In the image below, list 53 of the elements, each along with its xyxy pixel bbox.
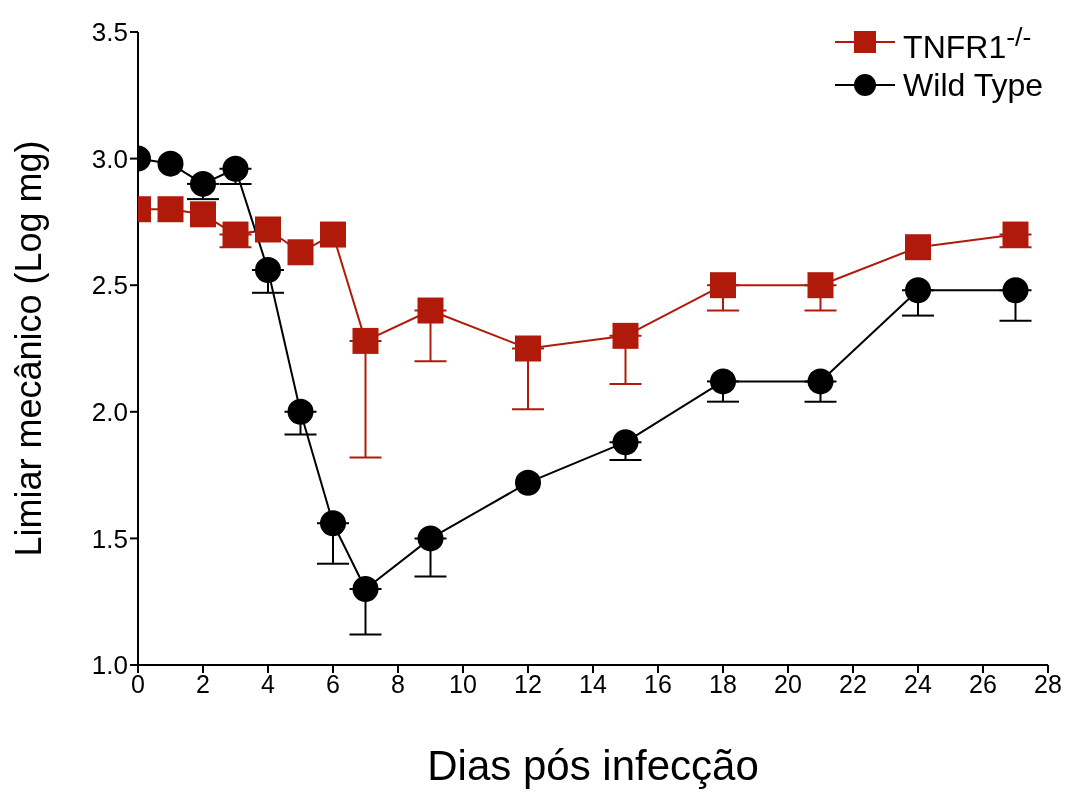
point (710, 368, 736, 395)
point (157, 150, 184, 177)
point (352, 576, 379, 603)
y-tick-label: 2.0 (91, 397, 128, 428)
point (1002, 277, 1029, 304)
x-tick-label: 20 (774, 669, 802, 698)
x-tick-label: 28 (1034, 669, 1062, 698)
x-tick-label: 22 (839, 669, 867, 698)
point (612, 429, 639, 456)
point (807, 368, 834, 395)
y-tick-label: 3.5 (91, 17, 128, 48)
point (287, 239, 314, 266)
x-tick-label: 18 (709, 669, 737, 698)
point (255, 257, 281, 284)
point (807, 272, 834, 299)
x-tick-label: 2 (196, 669, 210, 698)
x-tick-label: 6 (326, 669, 340, 698)
point (190, 170, 216, 197)
x-tick-label: 12 (514, 669, 542, 698)
y-axis-title: Limiar mecânico (Log mg) (7, 140, 49, 557)
point (320, 221, 346, 248)
point (157, 196, 184, 223)
legend-label: Wild Type (903, 65, 1043, 104)
point (710, 272, 736, 299)
point (190, 201, 216, 228)
point (515, 335, 541, 362)
y-tick-label: 1.5 (91, 523, 128, 554)
x-tick-label: 14 (579, 669, 607, 698)
x-tick-label: 24 (904, 669, 932, 698)
point (287, 398, 314, 425)
x-tick-label: 8 (391, 669, 405, 698)
x-tick-label: 4 (261, 669, 276, 698)
point (905, 234, 931, 261)
point (222, 221, 249, 248)
x-tick-label: 10 (449, 669, 477, 698)
x-tick-label: 0 (131, 669, 145, 698)
y-tick-label: 3.0 (91, 143, 128, 174)
point (255, 216, 281, 243)
x-tick-label: 26 (969, 669, 997, 698)
point (612, 322, 639, 349)
point (905, 277, 931, 304)
point (352, 327, 379, 354)
legend-label: TNFR1$^{-/-}$ (903, 21, 1032, 66)
point (417, 297, 444, 324)
y-tick-label: 1.0 (91, 650, 128, 681)
point (1002, 221, 1029, 248)
x-tick-label: 16 (644, 669, 672, 698)
x-axis-title: Dias pós infecção (427, 742, 759, 789)
point (222, 155, 249, 182)
point (320, 510, 346, 537)
point (515, 469, 541, 496)
point (417, 525, 444, 552)
y-tick-label: 2.5 (91, 270, 128, 301)
